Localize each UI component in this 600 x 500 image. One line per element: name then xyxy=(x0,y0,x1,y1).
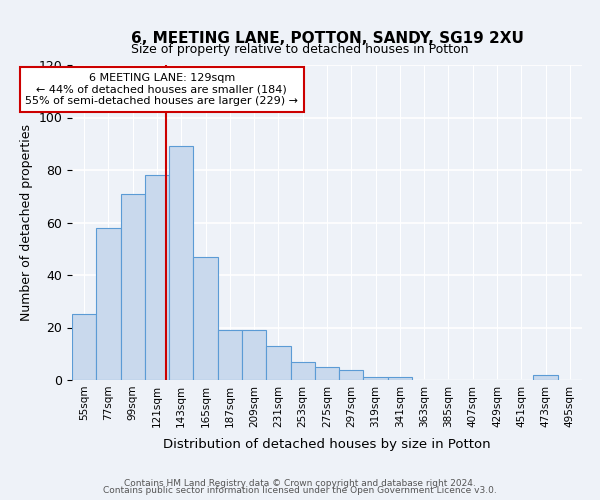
Bar xyxy=(315,367,339,380)
Bar xyxy=(121,194,145,380)
Bar xyxy=(169,146,193,380)
Bar xyxy=(242,330,266,380)
Bar xyxy=(533,375,558,380)
Bar xyxy=(364,378,388,380)
Text: 6 MEETING LANE: 129sqm
← 44% of detached houses are smaller (184)
55% of semi-de: 6 MEETING LANE: 129sqm ← 44% of detached… xyxy=(25,73,298,106)
X-axis label: Distribution of detached houses by size in Potton: Distribution of detached houses by size … xyxy=(163,438,491,451)
Bar xyxy=(72,314,96,380)
Bar xyxy=(388,378,412,380)
Bar xyxy=(290,362,315,380)
Text: Contains public sector information licensed under the Open Government Licence v3: Contains public sector information licen… xyxy=(103,486,497,495)
Bar xyxy=(266,346,290,380)
Bar xyxy=(218,330,242,380)
Text: Contains HM Land Registry data © Crown copyright and database right 2024.: Contains HM Land Registry data © Crown c… xyxy=(124,478,476,488)
Text: Size of property relative to detached houses in Potton: Size of property relative to detached ho… xyxy=(131,42,469,56)
Bar xyxy=(145,176,169,380)
Y-axis label: Number of detached properties: Number of detached properties xyxy=(20,124,33,321)
Title: 6, MEETING LANE, POTTON, SANDY, SG19 2XU: 6, MEETING LANE, POTTON, SANDY, SG19 2XU xyxy=(131,31,523,46)
Bar xyxy=(193,256,218,380)
Bar xyxy=(96,228,121,380)
Bar xyxy=(339,370,364,380)
